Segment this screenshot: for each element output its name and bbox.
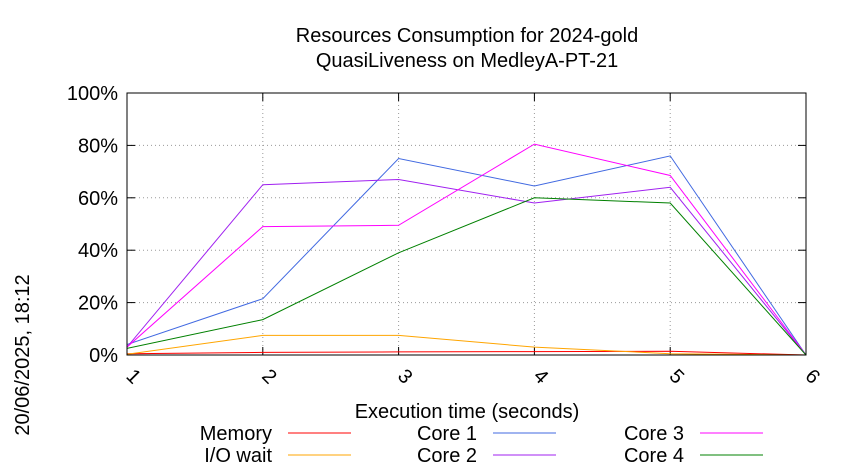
x-axis-ticks: 1 2 3 4 5 6 [122,93,824,388]
legend-label-core-3: Core 3 [624,423,684,445]
series-lines [126,143,807,356]
legend-label-core-2: Core 2 [417,445,477,467]
x-axis-label: Execution time (seconds) [355,401,580,423]
y-tick-label: 20% [78,293,118,315]
y-axis-ticks: 0% 20% 40% 60% 80% 100% [67,83,806,367]
chart-title-line2: QuasiLiveness on MedleyA-PT-21 [316,50,618,72]
side-timestamp-label: 20/06/2025, 18:12 [12,274,34,435]
grid [127,93,806,355]
legend-label-memory: Memory [200,423,272,445]
x-tick-label: 6 [801,365,824,388]
y-tick-label: 60% [78,188,118,210]
y-tick-label: 40% [78,240,118,262]
x-tick-label: 2 [257,365,280,388]
legend-label-core-1: Core 1 [417,423,477,445]
x-tick-label: 4 [529,365,552,388]
plot-border [126,92,807,356]
x-tick-label: 5 [665,365,688,388]
y-tick-label: 80% [78,135,118,157]
series-line-core-1 [126,155,807,356]
series-line-i-o-wait [126,334,807,356]
series-line-core-2 [126,178,807,356]
series-line-core-3 [126,143,807,356]
series-line-memory [126,350,807,356]
x-tick-label: 3 [393,365,416,388]
y-tick-label: 100% [67,83,118,105]
y-tick-label: 0% [89,345,118,367]
series-line-core-4 [126,197,807,356]
chart-title-line1: Resources Consumption for 2024-gold [296,25,638,47]
x-tick-label: 1 [122,365,145,388]
legend-label-core-4: Core 4 [624,445,684,467]
legend-label-i-o-wait: I/O wait [204,445,272,467]
